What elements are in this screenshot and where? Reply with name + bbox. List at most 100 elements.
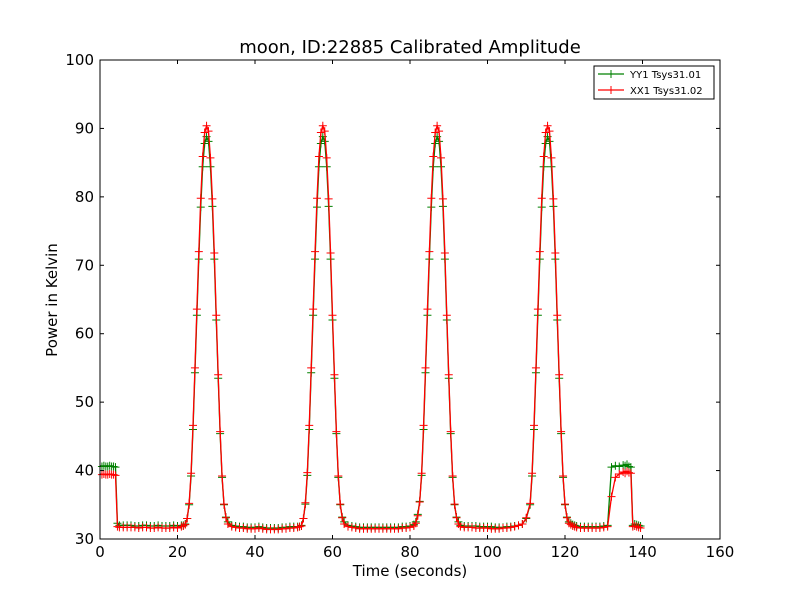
data-point <box>468 523 476 532</box>
data-point <box>173 524 182 533</box>
data-point <box>531 363 540 372</box>
data-point <box>258 524 267 533</box>
x-tick-label: 40 <box>245 543 264 561</box>
x-tick-label: 20 <box>168 543 187 561</box>
data-point <box>336 500 345 509</box>
series-markers-1 <box>98 122 645 534</box>
data-point <box>611 473 620 482</box>
data-point <box>557 427 566 436</box>
data-point <box>526 499 535 508</box>
data-point <box>411 519 420 528</box>
data-point <box>111 471 120 480</box>
data-point <box>541 139 550 148</box>
y-tick-label: 50 <box>75 393 94 411</box>
data-point <box>425 247 434 256</box>
data-point <box>452 513 461 522</box>
data-point <box>444 370 453 379</box>
data-point <box>431 139 440 148</box>
data-point <box>615 462 624 471</box>
data-point <box>334 472 343 481</box>
x-tick-label: 160 <box>706 543 735 561</box>
data-point <box>316 128 325 137</box>
data-point <box>561 500 569 509</box>
data-point <box>208 194 217 203</box>
data-point <box>189 421 197 430</box>
data-point <box>510 522 519 531</box>
data-point <box>130 523 139 532</box>
data-point <box>440 248 449 257</box>
data-point <box>179 521 188 530</box>
legend-marker-series-0 <box>607 70 615 78</box>
data-point <box>202 121 211 130</box>
data-point <box>196 194 205 203</box>
data-point <box>429 152 438 161</box>
x-tick-label: 60 <box>323 543 342 561</box>
data-point <box>528 469 537 478</box>
data-point <box>183 514 192 523</box>
data-point <box>431 128 440 137</box>
data-point <box>539 152 548 161</box>
data-point <box>214 370 223 379</box>
data-point <box>621 461 630 470</box>
y-tick-label: 40 <box>75 462 94 480</box>
data-point <box>599 523 608 532</box>
data-point <box>413 511 422 520</box>
legend-marker-series-1 <box>607 86 615 94</box>
data-point <box>545 127 554 136</box>
data-point <box>551 248 560 257</box>
data-point <box>615 469 624 478</box>
data-point <box>553 311 562 320</box>
data-point <box>547 153 556 162</box>
data-point <box>305 421 314 430</box>
data-point <box>185 499 194 508</box>
data-point <box>535 247 544 256</box>
data-point <box>419 421 428 430</box>
data-point <box>394 524 403 533</box>
data-point <box>111 463 120 472</box>
data-point <box>204 127 213 136</box>
data-point <box>415 498 424 507</box>
data-point <box>566 520 575 529</box>
data-point <box>206 153 215 162</box>
x-axis-label: Time (seconds) <box>352 562 468 580</box>
y-tick-label: 80 <box>75 188 94 206</box>
data-point <box>570 522 579 531</box>
data-point <box>220 500 228 509</box>
y-tick-label: 100 <box>65 51 94 69</box>
data-point <box>433 121 442 130</box>
data-point <box>572 523 581 532</box>
data-point <box>607 463 616 472</box>
data-point <box>344 522 352 531</box>
data-point <box>537 194 546 203</box>
data-point <box>619 461 628 470</box>
data-point <box>347 523 356 532</box>
data-point <box>351 524 360 533</box>
data-point <box>483 524 492 533</box>
data-point <box>562 513 571 522</box>
x-tick-label: 80 <box>400 543 419 561</box>
data-point <box>530 421 538 430</box>
data-point <box>427 194 436 203</box>
data-point <box>559 472 568 481</box>
data-point <box>192 305 201 314</box>
data-point <box>221 513 230 522</box>
data-point <box>181 520 190 529</box>
data-point <box>522 513 531 522</box>
data-point <box>626 469 635 478</box>
data-point <box>543 121 552 130</box>
data-point <box>165 524 174 533</box>
data-point <box>134 524 143 533</box>
data-point <box>190 363 199 372</box>
data-point <box>417 469 426 478</box>
data-point <box>239 524 248 533</box>
data-point <box>227 522 236 531</box>
data-point <box>506 523 515 532</box>
data-point <box>113 522 122 531</box>
legend-label-series-1: XX1 Tsys31.02 <box>630 86 703 97</box>
data-point <box>330 370 339 379</box>
data-point <box>421 363 430 372</box>
data-point <box>301 498 310 507</box>
data-point <box>502 524 511 533</box>
data-point <box>541 128 550 137</box>
data-point <box>322 153 331 162</box>
